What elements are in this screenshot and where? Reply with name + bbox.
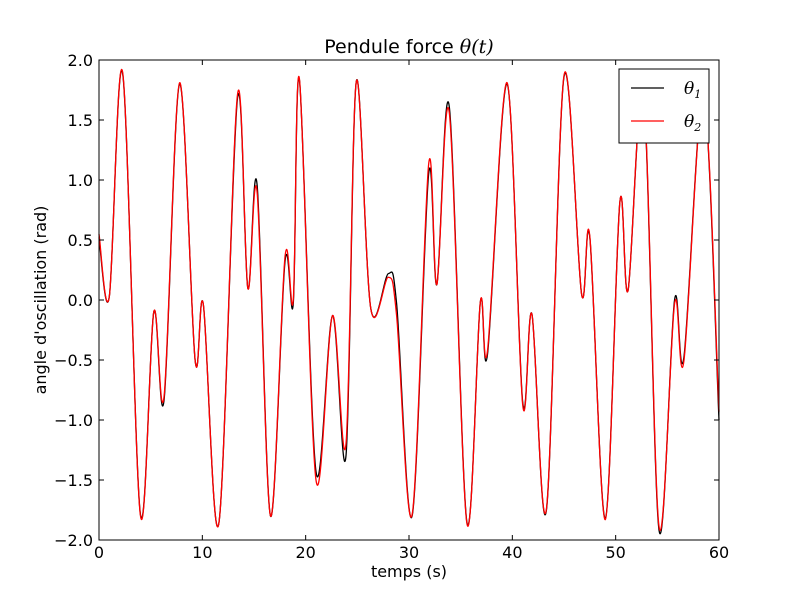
- y-tick-label: −1.5: [54, 471, 93, 490]
- legend-box: [618, 68, 710, 144]
- x-tick-label: 10: [192, 543, 212, 562]
- series-line-2: [98, 68, 720, 531]
- x-tick-label: 20: [295, 543, 315, 562]
- x-tick-label: 60: [709, 543, 729, 562]
- y-tick-label: 1.0: [68, 171, 93, 190]
- y-tick-label: −0.5: [54, 351, 93, 370]
- y-tick-label: 0.0: [68, 291, 93, 310]
- x-tick-label: 0: [94, 543, 104, 562]
- legend: θ1 θ2: [618, 68, 710, 144]
- y-axis-label: angle d'oscillation (rad): [31, 206, 50, 395]
- y-tick-label: 1.5: [68, 111, 93, 130]
- x-tick-label: 40: [502, 543, 522, 562]
- tick-layer: 0 10 20 30 40 50 60 2.0 1.5 1.0 0.5 0.0 −0.5 −1.0 −1.5…: [54, 51, 729, 562]
- x-tick-label: 50: [605, 543, 625, 562]
- y-tick-label: −1.0: [54, 411, 93, 430]
- y-tick-label: −2.0: [54, 531, 93, 550]
- y-tick-label: 0.5: [68, 231, 93, 250]
- x-tick-label: 30: [399, 543, 419, 562]
- y-tick-label: 2.0: [68, 51, 93, 70]
- chart-title: Pendule force θ(t): [324, 36, 493, 58]
- x-axis-label: temps (s): [371, 562, 447, 581]
- series-layer: [98, 68, 720, 535]
